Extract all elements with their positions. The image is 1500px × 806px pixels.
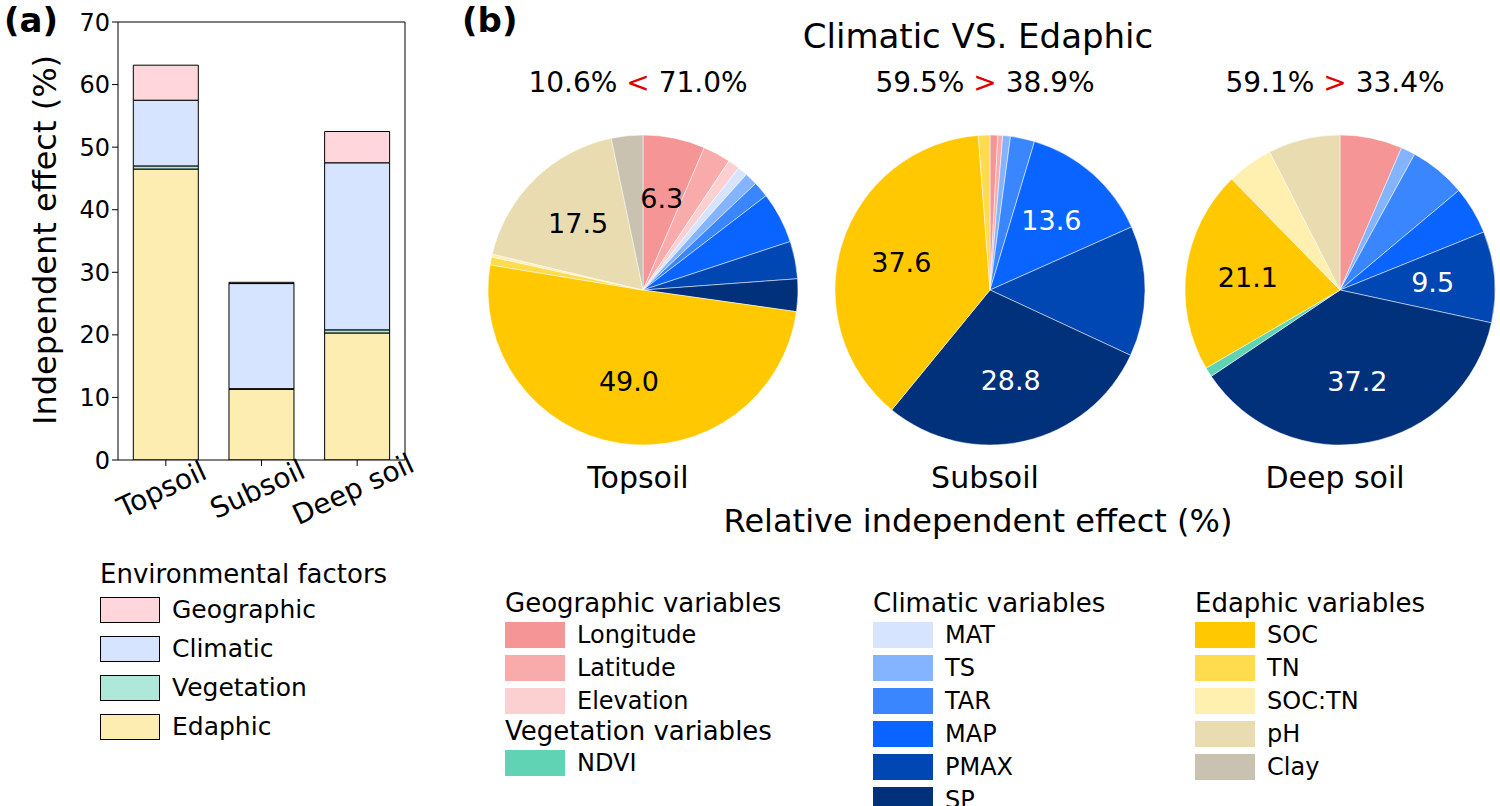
html-text:10.6% < 71.0%: 10.6% < 71.0% [528, 66, 748, 99]
html-text:PMAX: PMAX [945, 752, 1013, 781]
svg-text:Subsoil: Subsoil [204, 453, 310, 526]
svg-text:28.8: 28.8 [981, 365, 1041, 396]
svg-text:9.5: 9.5 [1411, 267, 1454, 298]
svg-text:10: 10 [79, 384, 110, 412]
html-text:Relative independent effect (%: Relative independent effect (%) [723, 502, 1233, 540]
html-text:Geographic variables: Geographic variables [505, 588, 782, 618]
html-text:Environmental factors: Environmental factors [100, 559, 388, 589]
svg-text:17.5: 17.5 [548, 208, 608, 239]
html-text:Climatic VS. Edaphic: Climatic VS. Edaphic [802, 16, 1154, 56]
html-text:SOC:TN: SOC:TN [1267, 686, 1359, 715]
html-text:MAP: MAP [945, 719, 997, 748]
html-text:Clay: Clay [1267, 752, 1320, 781]
html-text:Independent effect (%): Independent effect (%) [26, 54, 64, 426]
html-text:(b): (b) [462, 0, 518, 40]
svg-text:49.0: 49.0 [599, 366, 659, 397]
html-text:Climatic variables: Climatic variables [873, 588, 1106, 618]
svg-text:Deep soil: Deep soil [287, 447, 419, 532]
html-text:Vegetation variables: Vegetation variables [505, 716, 772, 746]
svg-text:6.3: 6.3 [640, 183, 683, 214]
html-text:Longitude: Longitude [577, 620, 697, 649]
svg-text:70: 70 [79, 9, 110, 37]
html-text:MAT: MAT [945, 620, 995, 649]
html-text:(a): (a) [4, 0, 58, 40]
html-text:Geographic: Geographic [172, 595, 316, 624]
html-text:pH: pH [1267, 719, 1301, 748]
html-text:Edaphic: Edaphic [172, 712, 272, 741]
html-text:59.5% > 38.9%: 59.5% > 38.9% [875, 66, 1095, 99]
html-text:Subsoil: Subsoil [931, 460, 1039, 495]
html-text:NDVI: NDVI [577, 748, 637, 777]
html-text:TS: TS [945, 653, 975, 682]
svg-text:20: 20 [79, 321, 110, 349]
svg-text:50: 50 [79, 134, 110, 162]
html-text:Latitude: Latitude [577, 653, 676, 682]
html-text:Deep soil: Deep soil [1265, 460, 1405, 495]
svg-text:0: 0 [95, 447, 110, 475]
html-text:SOC: SOC [1267, 620, 1318, 649]
html-text:59.1% > 33.4%: 59.1% > 33.4% [1225, 66, 1445, 99]
svg-text:30: 30 [79, 259, 110, 287]
svg-text:21.1: 21.1 [1218, 262, 1278, 293]
svg-text:Topsoil: Topsoil [111, 454, 212, 524]
svg-text:13.6: 13.6 [1021, 205, 1081, 236]
html-text:Elevation: Elevation [577, 686, 689, 715]
html-text:TAR: TAR [945, 686, 991, 715]
html-text:Climatic: Climatic [172, 634, 274, 663]
svg-text:37.2: 37.2 [1327, 366, 1387, 397]
html-text:TN: TN [1267, 653, 1300, 682]
html-text:Edaphic variables: Edaphic variables [1195, 588, 1426, 618]
svg-text:37.6: 37.6 [871, 247, 931, 278]
html-text:Topsoil: Topsoil [587, 460, 689, 495]
svg-text:40: 40 [79, 196, 110, 224]
html-text:Vegetation: Vegetation [172, 673, 307, 702]
svg-text:60: 60 [79, 71, 110, 99]
